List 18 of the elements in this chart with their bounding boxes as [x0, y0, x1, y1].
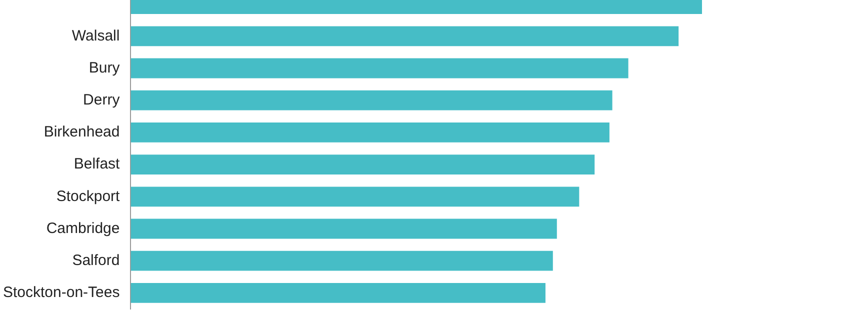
y-tick-label: Stockton-on-Tees [2, 284, 120, 302]
bar [130, 186, 580, 207]
y-tick-label: Stockport [56, 188, 121, 205]
bar [130, 122, 610, 142]
y-tick-label: Belfast [74, 156, 121, 173]
bar [130, 250, 553, 271]
y-tick-label: Derry [83, 91, 120, 108]
y-tick-label: Bury [88, 59, 120, 76]
bar [130, 26, 679, 46]
y-tick-label: Cambridge [46, 220, 120, 237]
bar [130, 58, 628, 78]
y-tick-label: Birkenhead [44, 124, 120, 141]
y-tick-label: Walsall [72, 27, 120, 44]
bar [130, 283, 546, 303]
bar [130, 90, 612, 110]
bar [130, 218, 557, 239]
bar [130, 154, 595, 174]
y-tick-label: Salford [72, 252, 120, 269]
